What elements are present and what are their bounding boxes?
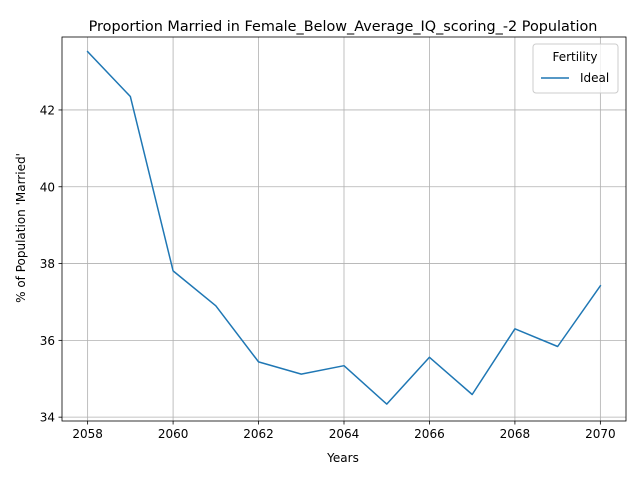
- x-tick-label: 2064: [329, 427, 360, 441]
- y-axis: 34 36 38 40 42: [40, 103, 62, 424]
- x-tick-label: 2062: [243, 427, 274, 441]
- y-tick-label: 34: [40, 411, 55, 425]
- y-axis-title: % of Population 'Married': [14, 153, 28, 303]
- legend-label-ideal: Ideal: [580, 71, 609, 85]
- y-tick-label: 40: [40, 180, 55, 194]
- legend-title: Fertility: [552, 50, 597, 64]
- x-tick-label: 2066: [414, 427, 445, 441]
- x-axis: 2058 2060 2062 2064 2066 2068 2070: [72, 421, 615, 441]
- x-tick-label: 2070: [585, 427, 616, 441]
- x-tick-label: 2060: [158, 427, 189, 441]
- x-tick-label: 2058: [72, 427, 103, 441]
- grid: [62, 37, 626, 421]
- x-tick-label: 2068: [500, 427, 531, 441]
- y-tick-label: 38: [40, 257, 55, 271]
- y-tick-label: 36: [40, 334, 55, 348]
- chart-title: Proportion Married in Female_Below_Avera…: [89, 19, 598, 35]
- x-axis-title: Years: [326, 451, 359, 465]
- legend: Fertility Ideal: [533, 44, 618, 93]
- y-tick-label: 42: [40, 103, 55, 117]
